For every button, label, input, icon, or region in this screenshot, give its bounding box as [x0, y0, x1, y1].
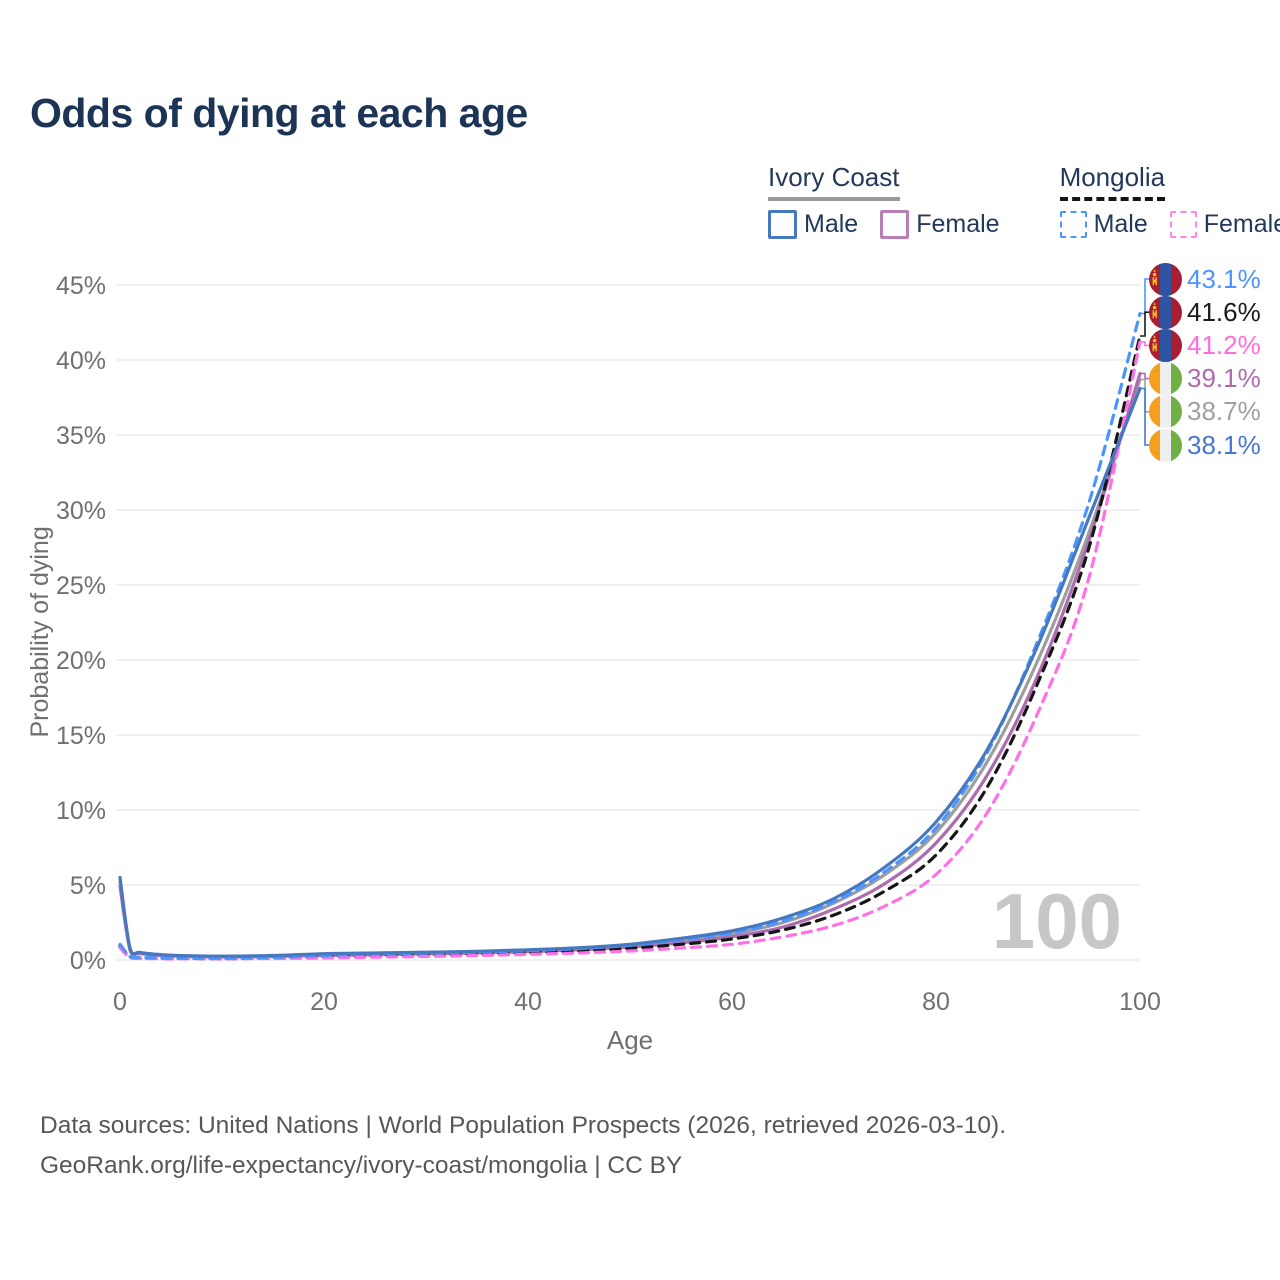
legend-label-ivory-coast-female: Female	[916, 210, 1000, 238]
checkbox-mongolia-male[interactable]	[1059, 211, 1087, 238]
x-tick-80: 80	[922, 988, 950, 1016]
series-line-mongolia-male[interactable]	[118, 311, 1142, 961]
x-tick-0: 0	[113, 988, 127, 1016]
ivory-coast-flag-icon	[1149, 428, 1182, 462]
x-tick-60: 60	[718, 988, 746, 1016]
mongolia-flag-icon	[1149, 262, 1182, 296]
end-label-mongolia-female: 41.2%	[1149, 328, 1261, 362]
end-label-value: 43.1%	[1187, 263, 1261, 294]
x-tick-100: 100	[1119, 988, 1161, 1016]
mongolia-flag-icon	[1149, 328, 1182, 362]
legend-item-ivory-coast-female: Female	[880, 210, 1000, 239]
series-line-mongolia-female[interactable]	[118, 340, 1142, 961]
x-axis-label: Age	[607, 1025, 653, 1055]
y-tick-15: 15%	[56, 722, 106, 750]
y-axis-label: Probability of dying	[26, 526, 54, 737]
ivory-coast-flag-icon	[1149, 395, 1182, 429]
y-tick-30: 30%	[56, 497, 106, 525]
y-tick-45: 45%	[56, 272, 106, 300]
end-label-value: 38.7%	[1187, 396, 1261, 427]
legend: Ivory Coast Male Female Mongolia Male	[768, 162, 1280, 239]
checkbox-mongolia-female[interactable]	[1169, 211, 1197, 238]
legend-label-mongolia-female: Female	[1203, 210, 1280, 238]
end-label-value: 41.2%	[1187, 329, 1261, 360]
end-label-value: 39.1%	[1187, 363, 1261, 394]
end-label-value: 41.6%	[1187, 296, 1261, 327]
end-label-connector-1	[1140, 311, 1149, 337]
end-label-mongolia-all: 41.6%	[1149, 295, 1261, 329]
y-tick-35: 35%	[56, 422, 106, 450]
end-label-ivory-coast-all: 38.7%	[1149, 395, 1261, 429]
legend-row-ivory-coast: Male Female	[768, 210, 1000, 239]
legend-country-mongolia[interactable]: Mongolia	[1059, 162, 1166, 201]
checkbox-ivory-coast-female[interactable]	[880, 210, 910, 239]
y-tick-10: 10%	[56, 797, 106, 825]
ivory-coast-flag-icon	[1149, 362, 1182, 396]
legend-label-mongolia-male: Male	[1093, 210, 1148, 238]
end-label-connector-3	[1140, 372, 1149, 380]
end-label-mongolia-male: 43.1%	[1149, 262, 1261, 296]
series-line-ivory-coast-female[interactable]	[118, 371, 1142, 959]
legend-country-ivory-coast[interactable]: Ivory Coast	[768, 162, 900, 201]
legend-item-mongolia-female: Female	[1169, 210, 1280, 239]
legend-item-ivory-coast-male: Male	[768, 210, 858, 239]
series-line-ivory-coast-all[interactable]	[118, 377, 1142, 959]
y-tick-0: 0%	[70, 947, 106, 975]
x-tick-40: 40	[514, 988, 542, 1016]
x-tick-20: 20	[310, 988, 338, 1016]
series-line-mongolia-all[interactable]	[118, 334, 1142, 961]
legend-item-mongolia-male: Male	[1059, 210, 1148, 239]
checkbox-ivory-coast-male[interactable]	[768, 210, 797, 239]
legend-group-mongolia: Mongolia Male Female	[1059, 162, 1280, 239]
footer-attribution: GeoRank.org/life-expectancy/ivory-coast/…	[40, 1152, 683, 1179]
end-label-value: 38.1%	[1187, 429, 1261, 460]
series-line-ivory-coast-male[interactable]	[118, 386, 1142, 958]
y-tick-40: 40%	[56, 347, 106, 375]
end-label-ivory-coast-female: 39.1%	[1149, 362, 1261, 396]
footer-data-sources: Data sources: United Nations | World Pop…	[40, 1112, 1007, 1139]
y-tick-5: 5%	[70, 872, 106, 900]
end-label-connector-0	[1140, 278, 1149, 315]
mongolia-flag-icon	[1149, 295, 1182, 329]
legend-row-mongolia: Male Female	[1059, 210, 1280, 239]
y-tick-25: 25%	[56, 572, 106, 600]
end-label-connector-2	[1140, 341, 1149, 347]
age-watermark: 100	[992, 877, 1122, 965]
legend-group-ivory-coast: Ivory Coast Male Female	[768, 162, 1000, 239]
legend-label-ivory-coast-male: Male	[804, 210, 859, 238]
y-tick-20: 20%	[56, 647, 106, 675]
footer: Data sources: United Nations | World Pop…	[40, 1106, 1006, 1186]
end-label-connector-5	[1140, 387, 1149, 446]
end-label-ivory-coast-male: 38.1%	[1149, 428, 1261, 462]
page-title: Odds of dying at each age	[30, 90, 528, 136]
